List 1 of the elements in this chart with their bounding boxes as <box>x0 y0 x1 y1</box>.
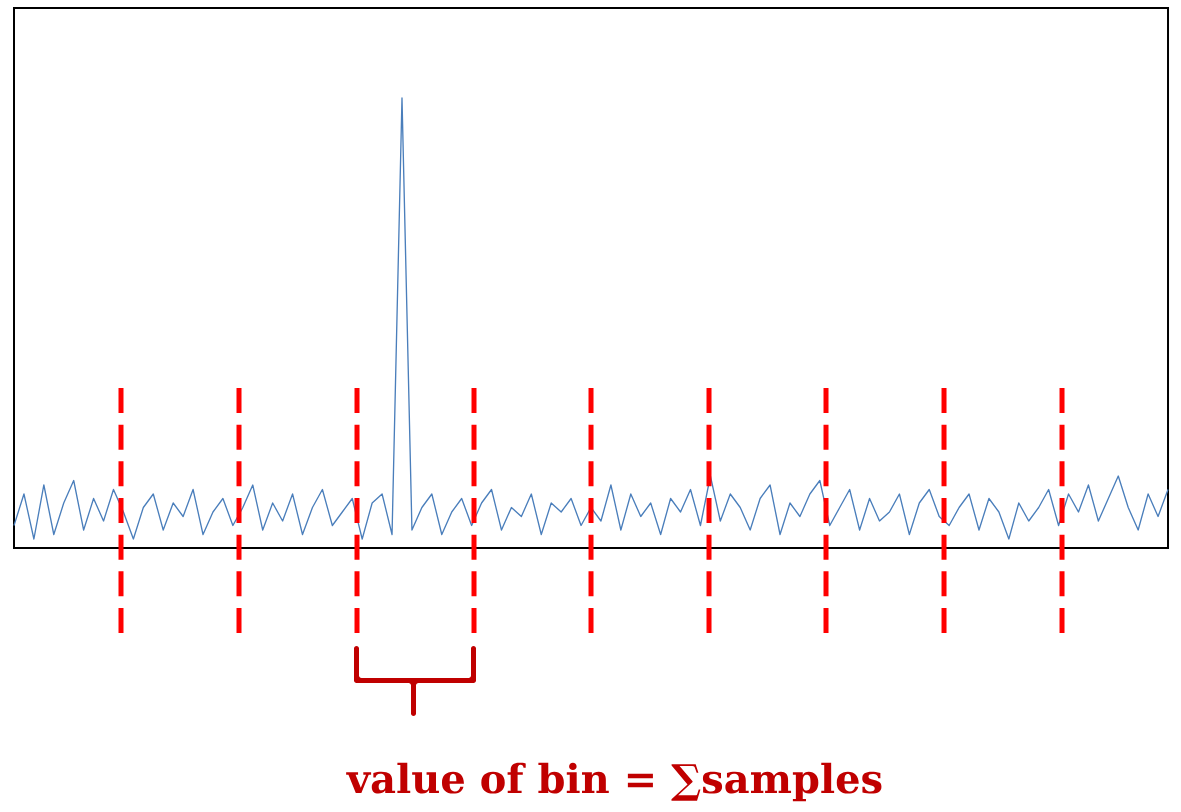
text: value of bin = ∑samples <box>346 762 882 802</box>
